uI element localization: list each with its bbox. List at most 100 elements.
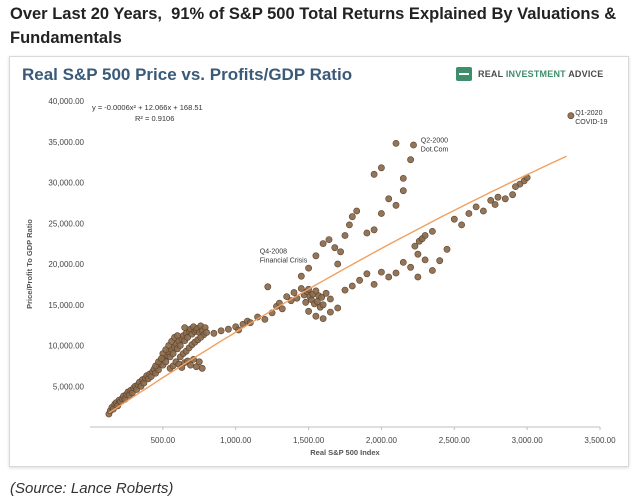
data-point — [377, 268, 385, 276]
annotation-label: Financial Crisis — [260, 257, 308, 264]
data-point — [491, 201, 499, 208]
data-point — [322, 289, 330, 297]
annotation-label: Q2-2000 — [421, 138, 448, 145]
data-point — [325, 236, 333, 243]
y-tick-label: 10,000.00 — [48, 342, 84, 351]
data-point — [331, 244, 339, 252]
data-point — [392, 139, 400, 147]
data-point — [224, 325, 232, 333]
data-point — [318, 293, 326, 301]
data-point — [421, 256, 429, 264]
annotation-label: Q4-2008 — [260, 248, 287, 255]
x-tick-label: 500.00 — [151, 436, 176, 445]
y-tick-label: 35,000.00 — [48, 138, 84, 147]
brand-logo: REAL INVESTMENT ADVICE — [456, 67, 603, 81]
data-point — [458, 221, 465, 229]
data-point — [176, 342, 184, 349]
data-point — [297, 285, 305, 292]
data-point — [512, 183, 519, 190]
x-axis-label: Real S&P 500 Index — [310, 448, 380, 457]
data-point — [290, 289, 298, 296]
data-point — [414, 273, 422, 281]
data-point — [181, 324, 189, 331]
data-point — [217, 327, 225, 335]
y-tick-label: 30,000.00 — [48, 179, 84, 188]
data-point — [428, 227, 436, 235]
data-point — [414, 250, 422, 258]
data-point — [334, 304, 342, 312]
data-point — [337, 248, 344, 256]
data-point — [421, 232, 429, 239]
data-point — [392, 269, 400, 277]
brand-mark-icon — [456, 67, 472, 81]
data-point — [319, 301, 327, 309]
data-point — [443, 245, 451, 253]
data-point — [472, 203, 480, 211]
data-point — [197, 333, 205, 341]
data-point — [297, 272, 305, 280]
data-point — [399, 187, 407, 195]
x-tick-label: 2,500.00 — [439, 436, 471, 445]
data-point — [509, 191, 516, 199]
data-point — [377, 164, 385, 172]
x-tick-label: 3,500.00 — [584, 436, 616, 445]
data-point — [436, 257, 444, 265]
data-point — [187, 361, 194, 369]
x-tick-label: 3,000.00 — [512, 436, 544, 445]
data-point — [195, 358, 203, 366]
data-point — [334, 260, 342, 268]
data-point — [450, 215, 458, 223]
y-axis-label: Price/Profit To GDP Ratio — [25, 219, 34, 309]
x-tick-label: 1,000.00 — [220, 436, 252, 445]
data-point — [392, 201, 400, 209]
data-point — [264, 283, 272, 291]
data-point — [353, 207, 361, 215]
data-point — [370, 280, 378, 288]
brand-name: REAL INVESTMENT ADVICE — [478, 69, 604, 79]
data-point — [479, 207, 487, 215]
data-point — [363, 229, 371, 237]
data-point — [173, 332, 181, 340]
trendline — [108, 155, 567, 414]
data-point — [302, 298, 310, 306]
data-point — [363, 270, 371, 278]
data-point — [399, 258, 407, 266]
y-tick-label: 15,000.00 — [48, 301, 84, 310]
y-tick-label: 40,000.00 — [48, 97, 84, 106]
data-point — [305, 307, 312, 315]
data-point — [203, 329, 210, 336]
r-squared-label: R² = 0.9106 — [135, 114, 174, 123]
data-point — [377, 210, 385, 217]
annotation-label: COVID-19 — [575, 119, 607, 126]
data-point — [312, 287, 320, 295]
data-point — [326, 295, 334, 303]
data-point — [370, 226, 378, 234]
data-point — [312, 252, 320, 260]
y-tick-label: 5,000.00 — [53, 382, 85, 391]
data-point — [487, 196, 495, 204]
data-point — [410, 141, 417, 149]
data-point — [326, 308, 334, 316]
data-point — [411, 242, 419, 250]
data-point — [407, 263, 414, 271]
data-point — [399, 174, 407, 182]
x-tick-label: 2,000.00 — [366, 436, 398, 445]
data-point — [198, 364, 206, 372]
data-point — [356, 276, 363, 284]
data-point — [169, 350, 177, 357]
data-point — [494, 193, 502, 201]
data-point — [341, 286, 349, 294]
data-point — [501, 195, 509, 203]
data-point — [428, 267, 436, 274]
chart-title: Real S&P 500 Price vs. Profits/GDP Ratio — [22, 65, 353, 84]
data-point — [348, 282, 356, 290]
annotation-label: Q1-2020 — [575, 110, 602, 117]
data-point — [283, 293, 291, 300]
y-tick-label: 20,000.00 — [48, 260, 84, 269]
headline: Over Last 20 Years, 91% of S&P 500 Total… — [10, 5, 621, 47]
x-tick-label: 1,500.00 — [293, 436, 325, 445]
data-point — [305, 264, 312, 272]
trendline-equation: y = -0.0006x² + 12.066x + 168.51 — [92, 103, 203, 112]
chart-card — [9, 56, 629, 467]
